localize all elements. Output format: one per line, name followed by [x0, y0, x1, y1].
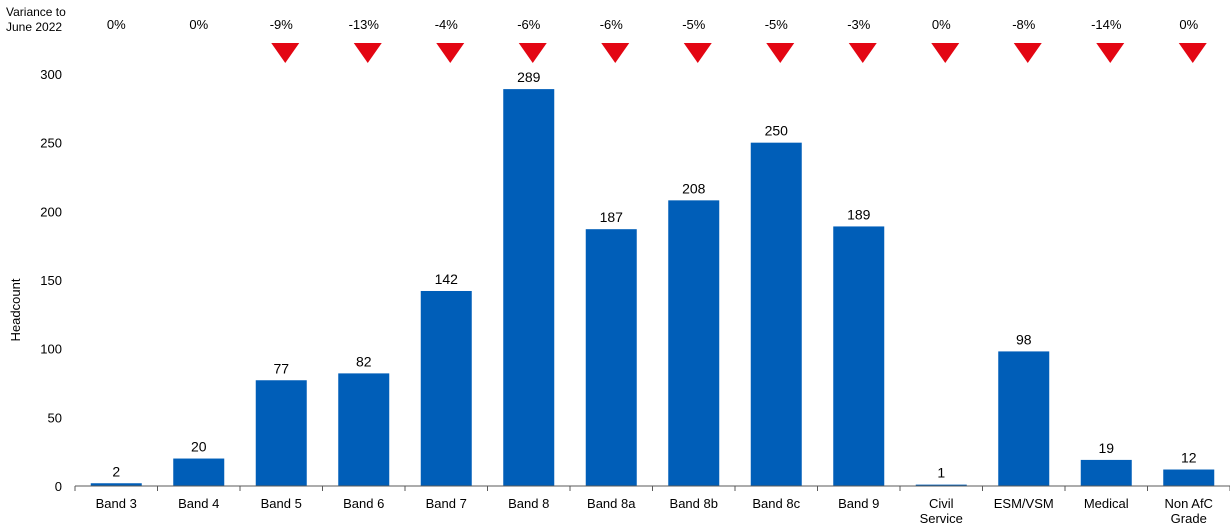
variance-label: -3% — [847, 17, 871, 32]
variance-label: -6% — [600, 17, 624, 32]
bar — [833, 226, 885, 486]
data-label: 82 — [356, 353, 372, 369]
y-tick-label: 150 — [40, 273, 62, 288]
data-label: 98 — [1016, 331, 1032, 347]
down-arrow-icon — [1178, 43, 1207, 63]
variance-header-line-2: June 2022 — [6, 20, 62, 34]
down-arrow-icon — [601, 43, 630, 63]
variance-label: -5% — [765, 17, 789, 32]
data-label: 19 — [1098, 440, 1114, 456]
variance-row: 0% 0% -9% -13% -4% -6% -6% -5% -5% -3% 0% -8% -14% 0% — [107, 17, 1207, 63]
bar — [1080, 459, 1132, 486]
y-tick-label: 100 — [40, 342, 62, 357]
variance-label: 0% — [189, 17, 208, 32]
x-tick-label: Band 5 — [261, 496, 302, 511]
x-tick-label: Band 7 — [426, 496, 467, 511]
down-arrow-icon — [518, 43, 547, 63]
variance-label: -4% — [435, 17, 459, 32]
x-tick-label: Band 4 — [178, 496, 219, 511]
down-arrow-icon — [353, 43, 382, 63]
data-label: 208 — [682, 180, 706, 196]
x-tick-label: Band 9 — [838, 496, 879, 511]
x-tick-label: Medical — [1084, 496, 1129, 511]
down-arrow-icon — [1096, 43, 1125, 63]
x-tick-label: Grade — [1171, 511, 1207, 526]
x-tick-label: Band 8c — [752, 496, 800, 511]
x-axis: Band 3 Band 4 Band 5 Band 6 Band 7 Band 8 Band… — [74, 485, 1230, 526]
down-arrow-icon — [766, 43, 795, 63]
x-tick-label: Band 8a — [587, 496, 636, 511]
bar — [915, 484, 967, 486]
x-tick-label: Civil — [929, 496, 954, 511]
y-axis-label: Headcount — [8, 278, 23, 341]
down-arrow-icon — [848, 43, 877, 63]
bar — [338, 373, 390, 486]
down-arrow-icon — [683, 43, 712, 63]
x-tick-label: Service — [920, 511, 963, 526]
variance-label: -6% — [517, 17, 541, 32]
bars: 2 20 77 82 142 289 187 208 250 189 1 98 19 12 — [90, 69, 1215, 487]
variance-header-line-1: Variance to — [6, 5, 66, 19]
x-tick-label: Band 8b — [670, 496, 718, 511]
variance-label: -8% — [1012, 17, 1036, 32]
y-tick-label: 50 — [48, 410, 62, 425]
down-arrow-icon — [931, 43, 960, 63]
x-tick-label: Band 3 — [96, 496, 137, 511]
bar — [503, 89, 555, 487]
variance-label: -5% — [682, 17, 706, 32]
variance-label: 0% — [1179, 17, 1198, 32]
x-tick-label: ESM/VSM — [994, 496, 1054, 511]
y-tick-label: 200 — [40, 204, 62, 219]
down-arrow-icon — [1013, 43, 1042, 63]
data-label: 77 — [273, 360, 289, 376]
x-tick-label: Non AfC — [1165, 496, 1213, 511]
y-tick-label: 0 — [55, 479, 62, 494]
bar — [1163, 469, 1215, 486]
variance-label: -14% — [1091, 17, 1122, 32]
variance-label: 0% — [932, 17, 951, 32]
variance-label: -9% — [270, 17, 294, 32]
data-label: 189 — [847, 206, 871, 222]
data-label: 20 — [191, 439, 207, 455]
bar — [585, 229, 637, 487]
y-axis: 0 50 100 150 200 250 300 — [40, 67, 62, 494]
data-label: 2 — [112, 463, 120, 479]
bar — [255, 380, 307, 486]
bar — [173, 458, 225, 486]
x-tick-label: Band 8 — [508, 496, 549, 511]
bar — [750, 142, 802, 486]
x-tick-label: Band 6 — [343, 496, 384, 511]
data-label: 1 — [937, 465, 945, 481]
bar — [668, 200, 720, 486]
y-tick-label: 250 — [40, 136, 62, 151]
data-label: 250 — [765, 123, 789, 139]
bar — [998, 351, 1050, 486]
bar — [420, 290, 472, 486]
data-label: 289 — [517, 69, 541, 85]
down-arrow-icon — [436, 43, 465, 63]
data-label: 187 — [600, 209, 624, 225]
variance-label: 0% — [107, 17, 126, 32]
data-label: 142 — [435, 271, 459, 287]
down-arrow-icon — [271, 43, 300, 63]
variance-label: -13% — [349, 17, 380, 32]
bar — [90, 483, 142, 486]
y-tick-label: 300 — [40, 67, 62, 82]
data-label: 12 — [1181, 450, 1197, 466]
